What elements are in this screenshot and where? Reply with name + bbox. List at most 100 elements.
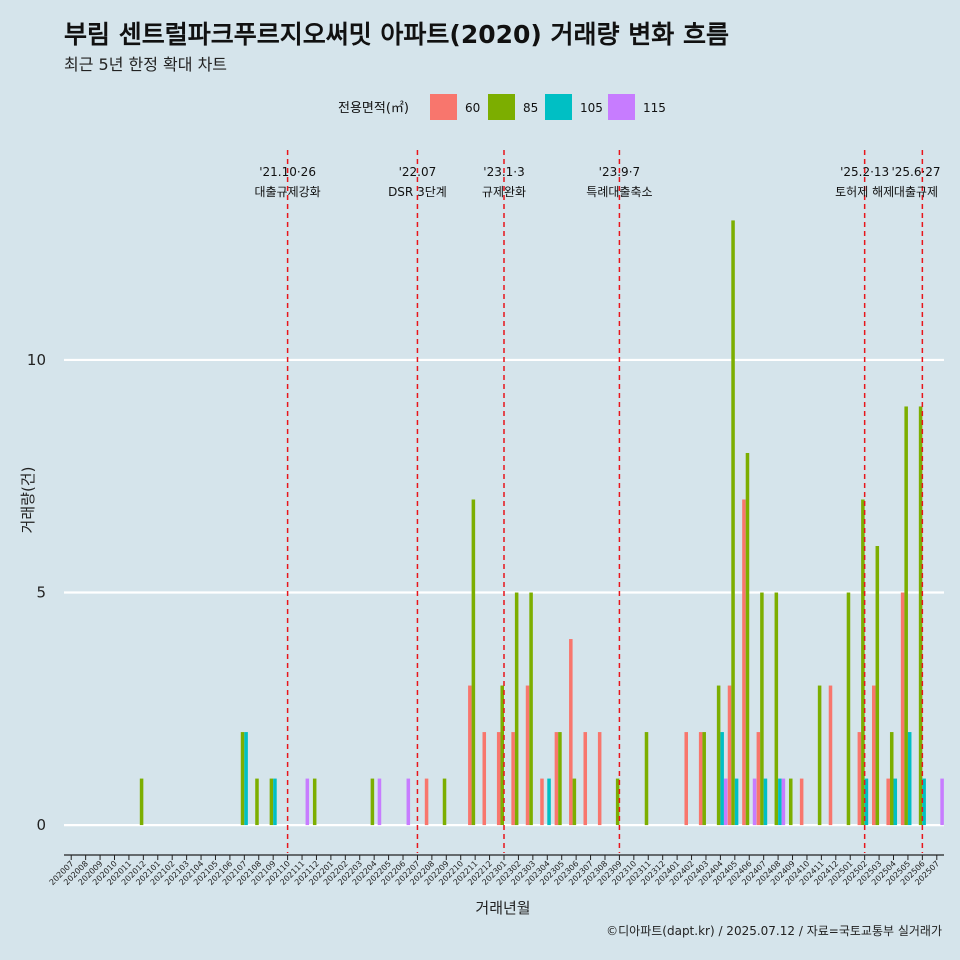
y-axis: 0 5 10 (27, 351, 46, 834)
event-date: '22.07 (399, 165, 437, 179)
bar (774, 592, 779, 826)
event-label: 특례대출축소 (586, 185, 652, 199)
bar (558, 732, 562, 826)
chart-title: 부림 센트럴파크푸르지오써밋 아파트(2020) 거래량 변화 흐름 (64, 20, 729, 49)
bar (889, 732, 894, 826)
bar (886, 778, 890, 826)
bar (857, 732, 862, 826)
bar (684, 732, 688, 826)
bar (305, 778, 310, 826)
bar (763, 778, 768, 826)
bar (514, 592, 519, 826)
bar (471, 499, 476, 826)
x-axis-title: 거래년월 (475, 899, 530, 917)
bar (893, 778, 898, 826)
y-tick-label: 5 (36, 584, 46, 602)
bars (139, 220, 944, 826)
bar (468, 685, 472, 826)
bar (872, 685, 876, 826)
bar (760, 592, 764, 826)
bar (861, 499, 865, 826)
bar (828, 685, 833, 826)
bar (370, 778, 375, 826)
bar (846, 592, 851, 826)
event-label: 토허제 해제 (835, 185, 894, 199)
bar (554, 732, 559, 826)
bar (907, 732, 912, 826)
event-date: '23.9·7 (599, 165, 640, 179)
bar (569, 639, 573, 826)
bar (731, 220, 735, 826)
chart-subtitle: 최근 5년 한정 확대 차트 (64, 55, 227, 74)
bar (312, 778, 317, 826)
bar (799, 778, 804, 826)
bar (583, 732, 588, 826)
legend-label: 115 (643, 101, 666, 115)
bar (817, 685, 822, 826)
legend-swatch (430, 94, 457, 120)
bar (698, 732, 703, 826)
bar (742, 499, 746, 826)
bar (496, 732, 501, 826)
bar (442, 778, 447, 826)
legend-label: 60 (465, 101, 480, 115)
legend-title: 전용면적(㎡) (338, 101, 409, 116)
bar (734, 778, 739, 826)
event-label: DSR 3단계 (388, 185, 447, 199)
bar (540, 778, 544, 826)
bar (597, 732, 602, 826)
bar (756, 732, 761, 826)
legend-swatch (545, 94, 572, 120)
bar (778, 778, 782, 826)
bar (615, 778, 620, 826)
bar (547, 778, 551, 826)
event-label: 대출규제강화 (254, 185, 320, 199)
event-date: '25.2·13 (840, 165, 889, 179)
event-lines: '21.10·26 대출규제강화 '22.07 DSR 3단계 '23.1·3 규제완화 '… (254, 150, 941, 853)
legend-label: 105 (580, 101, 603, 115)
event-label: 규제완화 (482, 185, 526, 199)
bar (918, 406, 923, 826)
bar (720, 732, 724, 826)
bar (875, 546, 880, 826)
event-date: '21.10·26 (259, 165, 316, 179)
bar (500, 685, 504, 826)
bar (702, 732, 706, 826)
bar (727, 685, 732, 826)
bar (240, 732, 245, 826)
bar (406, 778, 411, 826)
legend-swatch (608, 94, 635, 120)
bar (716, 685, 721, 826)
bar (904, 406, 908, 826)
y-tick-label: 10 (27, 351, 46, 369)
chart-caption: ©디아파트(dapt.kr) / 2025.07.12 / 자료=국토교통부 실… (606, 924, 942, 938)
bar (788, 778, 793, 826)
legend-swatch (488, 94, 515, 120)
bar (940, 778, 944, 826)
event-date: '23.1·3 (483, 165, 524, 179)
bar (525, 685, 530, 826)
bar (900, 592, 905, 826)
bar (255, 778, 259, 826)
bar (482, 732, 487, 826)
bar (572, 778, 577, 826)
legend-label: 85 (523, 101, 538, 115)
event-label: 대출규제 (894, 185, 938, 199)
y-tick-label: 0 (36, 816, 46, 834)
bar (723, 778, 728, 826)
bar (752, 778, 757, 826)
bar (745, 452, 750, 826)
bar (377, 778, 382, 826)
bar (273, 778, 277, 826)
bar (424, 778, 429, 826)
bar (511, 732, 515, 826)
bar (781, 778, 786, 826)
bar (529, 592, 533, 826)
bar (922, 778, 926, 826)
bar (269, 778, 274, 826)
legend: 전용면적(㎡) 60 85 105 115 (338, 94, 666, 120)
event-date: '25.6·27 (891, 165, 940, 179)
y-axis-title: 거래량(건) (19, 467, 37, 534)
